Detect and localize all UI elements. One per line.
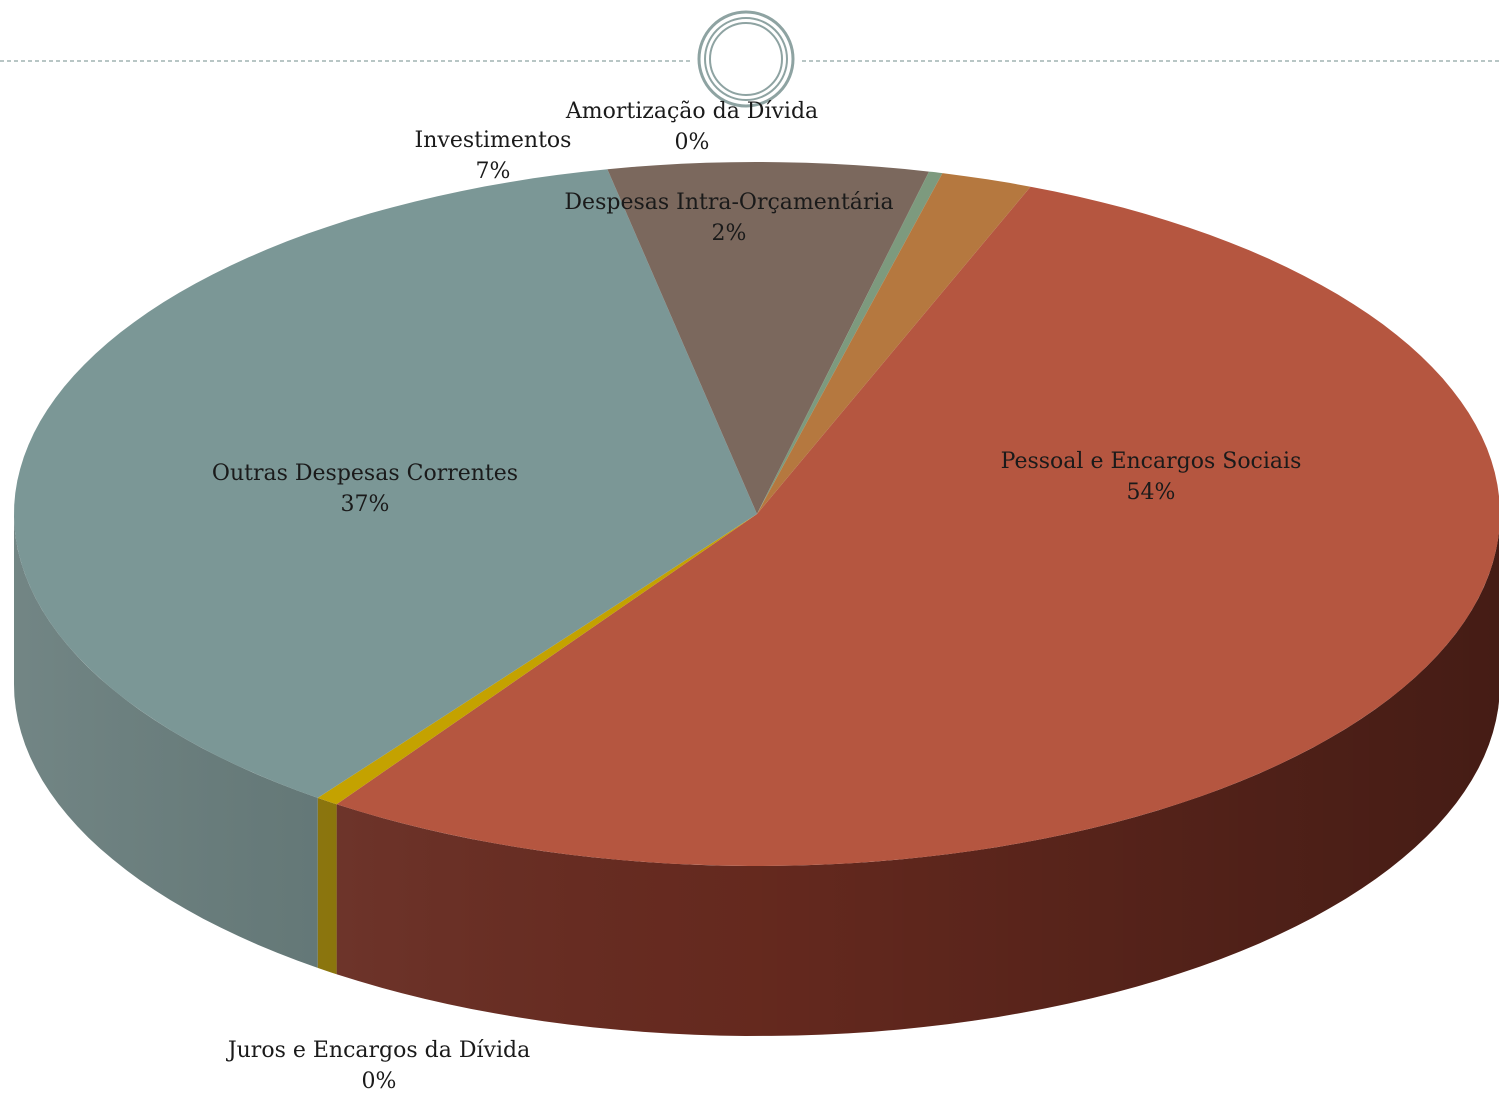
data-label-amortizacao-da-divida: Amortização da Dívida 0%	[566, 96, 818, 158]
data-label-pessoal-e-encargos-sociais: Pessoal e Encargos Sociais 54%	[1001, 446, 1302, 508]
pie-side-walls	[14, 514, 1499, 1036]
data-label-category: Outras Despesas Correntes	[211, 461, 519, 486]
pie-slice-investimentos	[607, 162, 929, 514]
data-label-juros-e-encargos-da-divida: Juros e Encargos da Dívida 0%	[228, 1035, 530, 1097]
header-ring-middle	[704, 17, 788, 101]
header-ring-outer	[697, 10, 795, 108]
data-label-percent: 2%	[711, 221, 747, 246]
data-label-despesas-intra-orcamentaria: Despesas Intra-Orçamentária 2%	[564, 187, 893, 249]
data-label-investimentos: Investimentos 7%	[415, 125, 572, 187]
data-label-percent: 0%	[674, 130, 710, 155]
data-label-category: Juros e Encargos da Dívida	[227, 1038, 531, 1063]
pie-side-shading	[14, 514, 1499, 1036]
pie-slice-juros-e-encargos-da-divida	[317, 514, 757, 805]
pie-top-faces	[14, 162, 1499, 866]
pie-slice-pessoal-e-encargos-sociais	[336, 186, 1499, 866]
data-label-category: Amortização da Dívida	[565, 99, 819, 124]
data-label-percent: 7%	[475, 159, 511, 184]
pie-slice-amortizacao-da-divida	[757, 171, 943, 514]
pie-slice-outras-despesas-correntes	[14, 169, 757, 798]
header-ring-inner	[709, 22, 783, 96]
data-label-percent: 54%	[1126, 480, 1176, 505]
data-label-outras-despesas-correntes: Outras Despesas Correntes 37%	[212, 458, 518, 520]
data-label-category: Investimentos	[414, 128, 572, 153]
slide-header-decoration	[0, 10, 1499, 108]
data-label-percent: 0%	[361, 1069, 397, 1094]
pie-slice-despesas-intra-orcamentaria	[757, 173, 1031, 514]
data-label-category: Despesas Intra-Orçamentária	[564, 190, 894, 215]
data-label-percent: 37%	[340, 492, 390, 517]
data-label-category: Pessoal e Encargos Sociais	[1000, 449, 1302, 474]
